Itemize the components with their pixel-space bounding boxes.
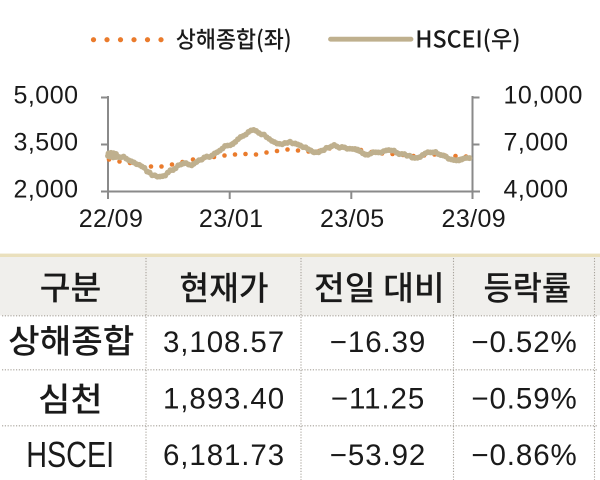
svg-text:−16.39: −16.39 [330,326,426,359]
svg-text:23/09: 23/09 [442,205,507,233]
svg-text:6,181.73: 6,181.73 [163,439,285,472]
svg-text:3,500: 3,500 [13,129,78,157]
svg-text:23/05: 23/05 [320,205,385,233]
svg-text:5,000: 5,000 [13,82,78,110]
svg-text:HSCEI: HSCEI [26,434,114,475]
svg-text:−0.59%: −0.59% [471,383,577,416]
svg-text:23/01: 23/01 [199,205,264,233]
svg-text:−0.86%: −0.86% [471,439,577,472]
svg-text:3,108.57: 3,108.57 [163,326,285,359]
svg-text:−11.25: −11.25 [331,383,425,416]
svg-text:22/09: 22/09 [79,205,144,233]
svg-text:7,000: 7,000 [504,129,569,157]
svg-text:−53.92: −53.92 [330,439,426,472]
svg-text:−0.52%: −0.52% [471,326,577,359]
svg-text:10,000: 10,000 [504,82,583,110]
svg-text:1,893.40: 1,893.40 [163,383,285,416]
svg-text:4,000: 4,000 [504,176,569,204]
svg-text:2,000: 2,000 [13,176,78,204]
